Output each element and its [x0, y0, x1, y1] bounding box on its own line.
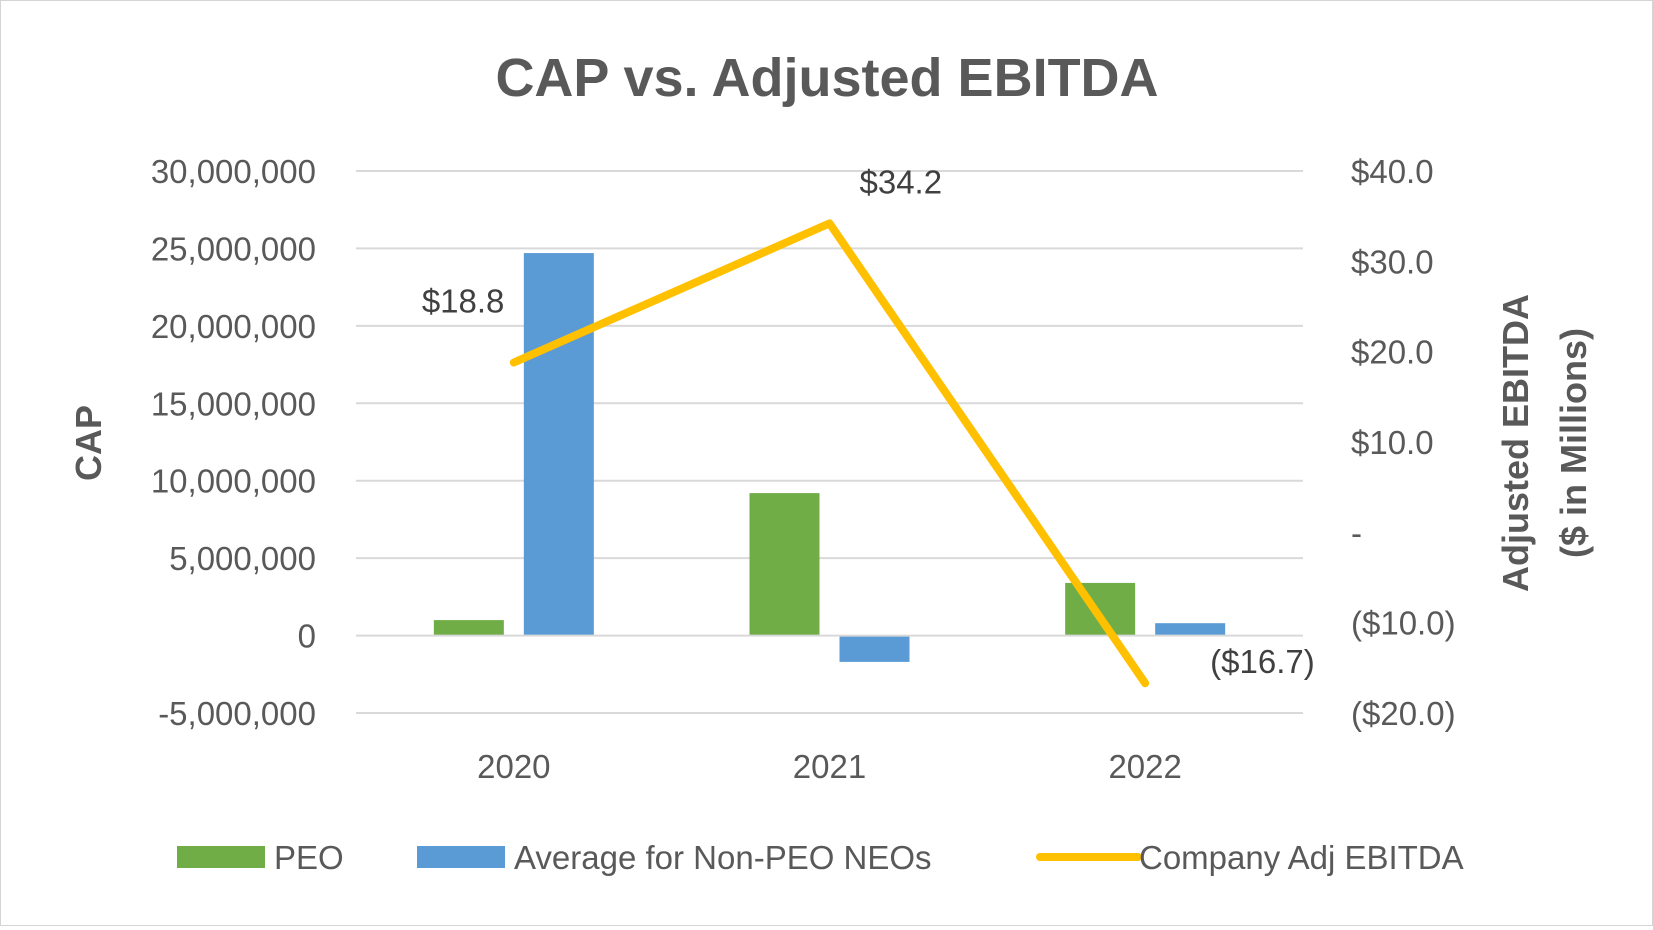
left-tick-label: 10,000,000 — [151, 463, 316, 500]
bar-peo-2020 — [433, 620, 504, 636]
right-tick-label: ($10.0) — [1351, 605, 1456, 642]
legend-label-average-for-non-peo-neos: Average for Non-PEO NEOs — [514, 839, 932, 876]
right-axis-ticks: $40.0 $30.0 $20.0 $10.0 - ($10.0) ($20.0) — [1351, 153, 1456, 732]
ebitda-data-label-2022: ($16.7) — [1210, 643, 1315, 680]
x-axis-tick-labels: 2020 2021 2022 — [477, 748, 1182, 785]
left-tick-label: 15,000,000 — [151, 385, 316, 422]
bar-average-for-non-peo-neos-2022 — [1155, 623, 1226, 636]
right-axis-title-line2: ($ in Millions) — [1553, 328, 1594, 558]
left-tick-label: 25,000,000 — [151, 230, 316, 267]
left-axis-title: CAP — [68, 405, 109, 481]
right-tick-label: $10.0 — [1351, 424, 1434, 461]
bars — [433, 253, 1226, 662]
left-tick-label: 30,000,000 — [151, 153, 316, 190]
chart-title: CAP vs. Adjusted EBITDA — [495, 48, 1158, 108]
bar-average-for-non-peo-neos-2020 — [523, 253, 594, 636]
right-tick-label: $40.0 — [1351, 153, 1434, 190]
right-tick-label: ($20.0) — [1351, 695, 1456, 732]
right-tick-label: $20.0 — [1351, 334, 1434, 371]
right-tick-label: - — [1351, 514, 1362, 551]
legend-label-peo: PEO — [274, 839, 344, 876]
bar-peo-2021 — [749, 493, 820, 636]
right-axis-title-line1: Adjusted EBITDA — [1495, 294, 1536, 592]
ebitda-data-labels: $18.8 $34.2 ($16.7) — [422, 163, 1315, 680]
x-tick-label-2020: 2020 — [477, 748, 550, 785]
left-tick-label: 20,000,000 — [151, 308, 316, 345]
legend-swatch-peo — [177, 846, 265, 868]
ebitda-data-label-2020: $18.8 — [422, 283, 505, 320]
right-tick-label: $30.0 — [1351, 243, 1434, 280]
left-tick-label: -5,000,000 — [158, 695, 316, 732]
legend: PEO Average for Non-PEO NEOs Company Adj E… — [177, 839, 1464, 876]
left-axis-ticks: 30,000,000 25,000,000 20,000,000 15,000,000… — [151, 153, 316, 732]
ebitda-line — [509, 219, 1150, 688]
ebitda-data-label-2021: $34.2 — [860, 163, 943, 200]
bar-peo-2022 — [1065, 582, 1136, 636]
left-tick-label: 5,000,000 — [169, 540, 316, 577]
gridlines — [356, 170, 1303, 714]
ebitda-line-layer — [509, 219, 1150, 688]
legend-label-company-adj-ebitda: Company Adj EBITDA — [1139, 839, 1464, 876]
legend-swatch-average-for-non-peo-neos — [417, 846, 505, 868]
bar-average-for-non-peo-neos-2021 — [839, 635, 910, 662]
x-tick-label-2022: 2022 — [1108, 748, 1181, 785]
left-tick-label: 0 — [298, 618, 316, 655]
x-tick-label-2021: 2021 — [793, 748, 866, 785]
